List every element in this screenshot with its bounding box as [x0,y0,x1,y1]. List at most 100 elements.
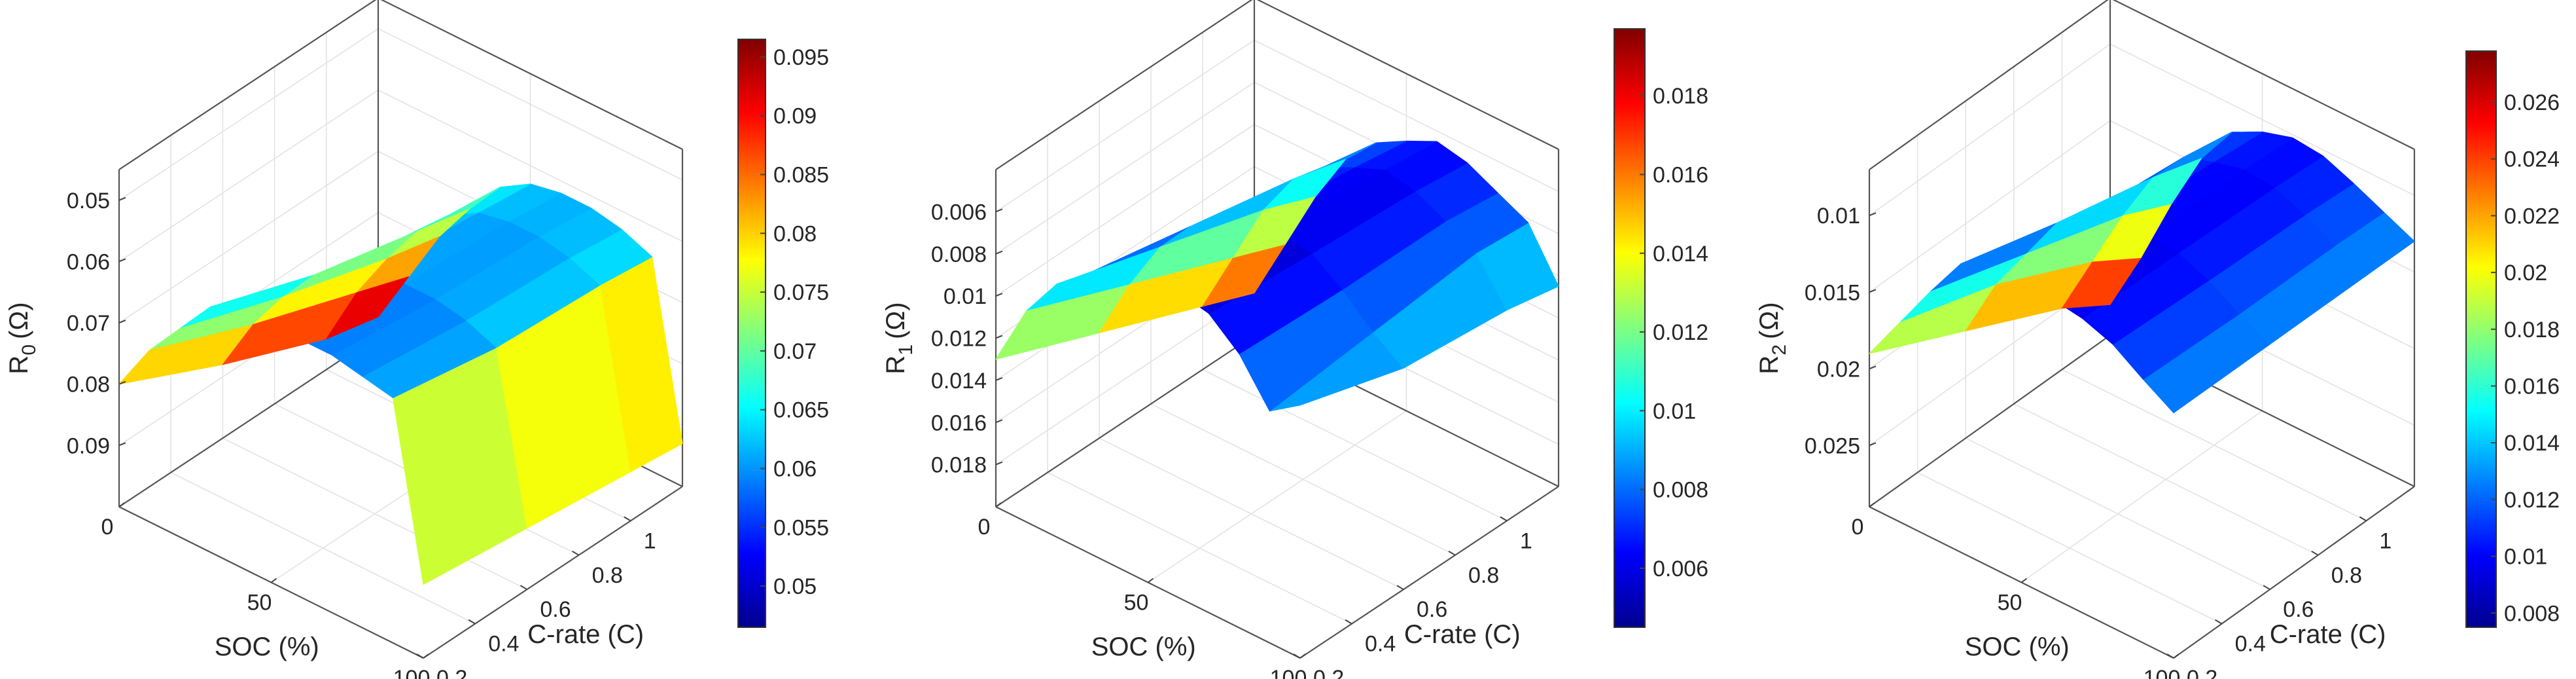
colorbar-tick-label: 0.016 [1653,162,1708,187]
y-tick-label: 0.2 [2187,666,2217,679]
colorbar-tick-label: 0.06 [773,457,817,482]
panel-r1: 0.0060.0080.010.0120.0140.0160.018R1(Ω)0… [881,0,1708,679]
axes-edge [118,0,377,170]
colorbar-tick-label: 0.01 [2504,545,2547,570]
y-tick [520,585,527,591]
z-tick-label: 0.05 [67,189,110,213]
z-tick-label: 0.025 [1805,433,1860,458]
colorbar-tick-label: 0.095 [773,45,829,70]
colorbar-tick-label: 0.055 [773,515,829,540]
z-axis-label: R0 (Ω) [5,302,40,374]
colorbar-tick-label: 0.022 [2504,204,2560,229]
axes-edge [1869,335,2111,507]
y-tick [2359,516,2367,522]
axes-edge [118,335,379,507]
x-tick [995,502,1002,507]
axes-edge [2173,486,2415,659]
z-tick-label: 0.018 [931,453,987,478]
surface [1869,131,2415,414]
y-tick [1293,653,1301,659]
z-label-sub: 2 [1769,344,1790,356]
colorbar: 0.05 0.055 0.06 0.065 0.07 0.075 0.08 0.085 0.09… [737,39,829,628]
y-tick [2166,653,2174,659]
y-tick [1345,619,1352,625]
axes-edge [995,335,1255,507]
colorbar-tick-label: 0.08 [773,221,817,246]
axes-edge [2112,0,2415,150]
y-axis-label: C-rate (C) [2270,620,2386,649]
colorbar-tick-label: 0.09 [773,104,817,129]
colorbar-tick-label: 0.01 [1653,399,1696,424]
x-axis-label: SOC (%) [1091,633,1196,661]
colorbar-gradient [2466,51,2496,627]
y-tick-label: 1 [1520,528,1532,553]
x-tick [270,578,277,583]
y-tick-label: 1 [2379,528,2391,553]
x-tick [423,653,429,659]
colorbar-tick-label: 0.018 [1653,84,1708,109]
y-tick-label: 0.4 [488,632,519,657]
grid-line [170,471,476,625]
y-axis: 0.2 0.4 0.6 0.8 1 C-rate (C) [416,516,656,679]
z-tick [995,461,1003,466]
z-tick [1869,365,1877,370]
z-tick [1869,289,1877,293]
y-tick-label: 0.8 [1468,563,1499,588]
x-axis: 0 50 100 SOC (%) [978,502,1307,679]
colorbar-frame [1614,28,1646,628]
colorbar-tick-label: 0.065 [773,398,829,423]
z-tick [1869,442,1877,447]
colorbar-tick-label: 0.006 [1653,557,1708,581]
z-label-main: R [5,356,33,375]
colorbar-tick-label: 0.07 [773,339,817,364]
z-tick [995,208,1003,213]
x-tick [118,502,125,507]
z-label-unit: (Ω) [5,302,33,339]
z-tick [1869,212,1877,217]
x-tick [1147,578,1154,583]
axes-edge [423,486,683,659]
axes-edge [1256,0,1559,150]
colorbar: 0.008 0.01 0.012 0.014 0.016 0.018 0.02 0.022 0.… [2465,50,2560,628]
colorbar-gradient [738,39,766,627]
z-tick [995,335,1003,339]
z-axis-label: R1 (Ω) [881,302,917,374]
z-axis: 0.05 0.06 0.07 0.08 0.09 R0 (Ω) [5,189,126,458]
y-tick-label: 0.6 [540,597,571,622]
y-tick-label: 0.8 [2331,563,2362,588]
axes-edge [1869,0,2109,170]
colorbar-tick-label: 0.016 [2504,375,2560,399]
surface [995,140,1559,412]
colorbar-tick-label: 0.008 [1653,478,1708,503]
x-tick [2173,653,2179,659]
y-tick [2263,585,2270,591]
x-axis-label: SOC (%) [1965,633,2070,661]
z-tick [118,196,126,201]
x-tick [1299,653,1306,659]
y-tick [1500,516,1508,522]
colorbar-tick-label: 0.05 [773,574,817,599]
y-tick [1396,585,1404,591]
colorbar-tick-label: 0.014 [2504,431,2560,456]
colorbar-frame [2465,50,2497,628]
grid-line [1150,403,1456,556]
y-tick-label: 0.4 [2235,632,2266,657]
y-tick [468,619,476,625]
grid-line [1202,369,1508,522]
y-tick [416,653,424,659]
z-tick [118,380,126,385]
z-tick-label: 0.01 [1817,204,1860,229]
grid-line [2062,369,2367,522]
z-label-main: R [1755,356,1784,375]
axes-edge [1299,486,1559,659]
y-axis: 0.2 0.4 0.6 0.8 1 C-rate (C) [2166,516,2391,679]
colorbar-tick-label: 0.012 [1653,320,1708,345]
y-tick [2215,619,2223,625]
y-axis: 0.2 0.4 0.6 0.8 1 C-rate (C) [1293,516,1532,679]
y-axis-label: C-rate (C) [1404,620,1521,649]
z-tick-label: 0.012 [931,327,987,352]
z-tick [118,258,126,263]
colorbar-tick-label: 0.012 [2504,488,2560,513]
surface [118,183,683,585]
